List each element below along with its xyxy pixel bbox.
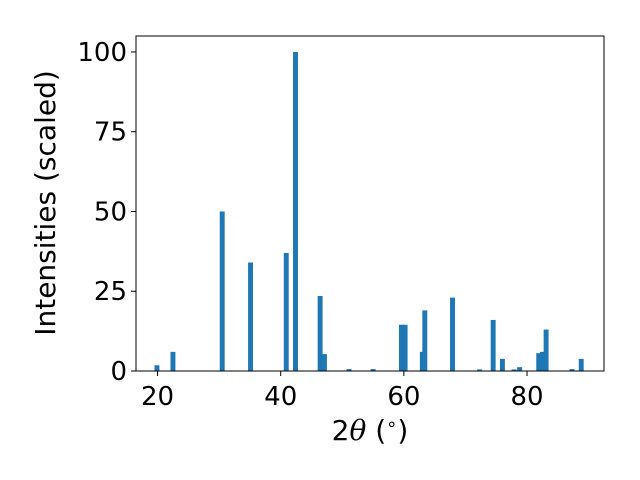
- bar: [536, 353, 542, 371]
- y-tick-label: 0: [110, 357, 127, 387]
- x-tick-label: 80: [510, 382, 543, 412]
- y-tick-label: 75: [94, 118, 127, 148]
- bar: [450, 297, 455, 371]
- bar: [154, 365, 160, 371]
- plot-frame: [135, 35, 605, 372]
- x-tick-label: 20: [141, 382, 174, 412]
- x-axis-ticks: 20 40 60 80: [141, 371, 544, 412]
- bar: [317, 296, 323, 371]
- bars: [154, 51, 584, 371]
- bar: [293, 51, 298, 371]
- bar: [346, 369, 352, 371]
- x-tick-label: 60: [387, 382, 420, 412]
- bar: [543, 329, 549, 371]
- bar: [402, 324, 408, 371]
- bar: [219, 211, 225, 371]
- bar: [321, 354, 327, 371]
- y-axis-label: Intensities (scaled): [29, 70, 62, 336]
- y-tick-label: 50: [94, 197, 127, 227]
- y-tick-label: 100: [77, 38, 127, 68]
- bar: [499, 358, 505, 371]
- bar: [170, 351, 176, 371]
- bar: [517, 367, 523, 371]
- bar: [539, 351, 545, 371]
- x-tick-label: 40: [264, 382, 297, 412]
- x-axis-label: 2θ (∘): [332, 414, 409, 447]
- bar: [422, 310, 428, 371]
- bar: [578, 358, 584, 371]
- bar: [248, 262, 253, 371]
- bar: [370, 369, 376, 371]
- bar: [569, 369, 575, 371]
- bar: [283, 252, 289, 371]
- bar: [490, 319, 496, 371]
- y-axis-ticks: 0 25 50 75 100: [77, 38, 136, 387]
- bar: [511, 369, 517, 371]
- y-tick-label: 25: [94, 277, 127, 307]
- bar: [477, 369, 483, 371]
- bar: [398, 324, 404, 371]
